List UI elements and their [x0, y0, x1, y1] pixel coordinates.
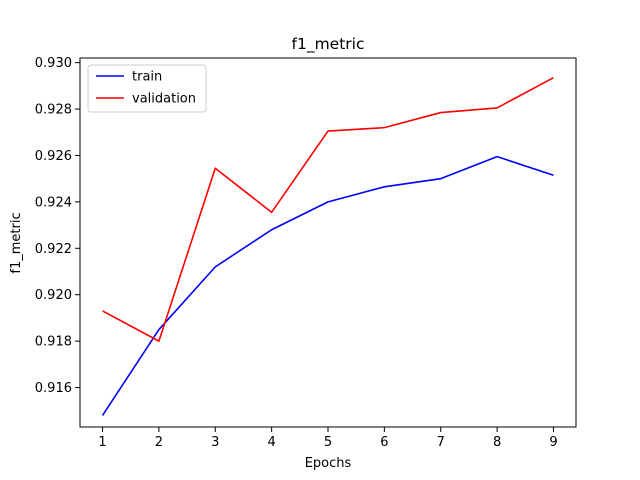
y-tick-label: 0.922: [35, 242, 72, 257]
x-tick-label: 3: [211, 435, 219, 450]
x-tick-label: 5: [324, 435, 332, 450]
x-tick-label: 8: [493, 435, 501, 450]
series-layer: [101, 77, 554, 416]
series-line-train: [101, 155, 554, 416]
plot-area: [79, 57, 577, 428]
x-tick-label: 9: [549, 435, 557, 450]
y-axis: 0.916 0.918 0.920 0.922 0.924 0.926 0.928 0.930: [35, 56, 80, 396]
chart-title: f1_metric: [292, 35, 365, 54]
x-tick-label: 7: [437, 435, 445, 450]
x-tick-label: 1: [98, 435, 106, 450]
x-axis: 1 2 3 4 5 6 7 8 9: [98, 427, 558, 450]
x-tick-label: 4: [267, 435, 275, 450]
y-tick-label: 0.928: [35, 103, 72, 118]
y-tick-label: 0.916: [35, 381, 72, 396]
legend-label-train: train: [132, 70, 162, 85]
y-axis-label: f1_metric: [9, 212, 24, 273]
x-axis-label: Epochs: [305, 456, 352, 471]
y-tick-label: 0.920: [35, 288, 72, 303]
series-line-validation: [102, 77, 554, 342]
legend-label-validation: validation: [132, 92, 196, 107]
x-tick-label: 2: [155, 435, 163, 450]
plot-frame: [79, 57, 577, 428]
y-tick-label: 0.918: [35, 335, 72, 350]
y-tick-label: 0.924: [35, 195, 72, 210]
x-tick-label: 6: [380, 435, 388, 450]
y-tick-label: 0.926: [35, 149, 72, 164]
y-tick-label: 0.930: [35, 56, 72, 71]
legend: train validation: [87, 64, 207, 113]
